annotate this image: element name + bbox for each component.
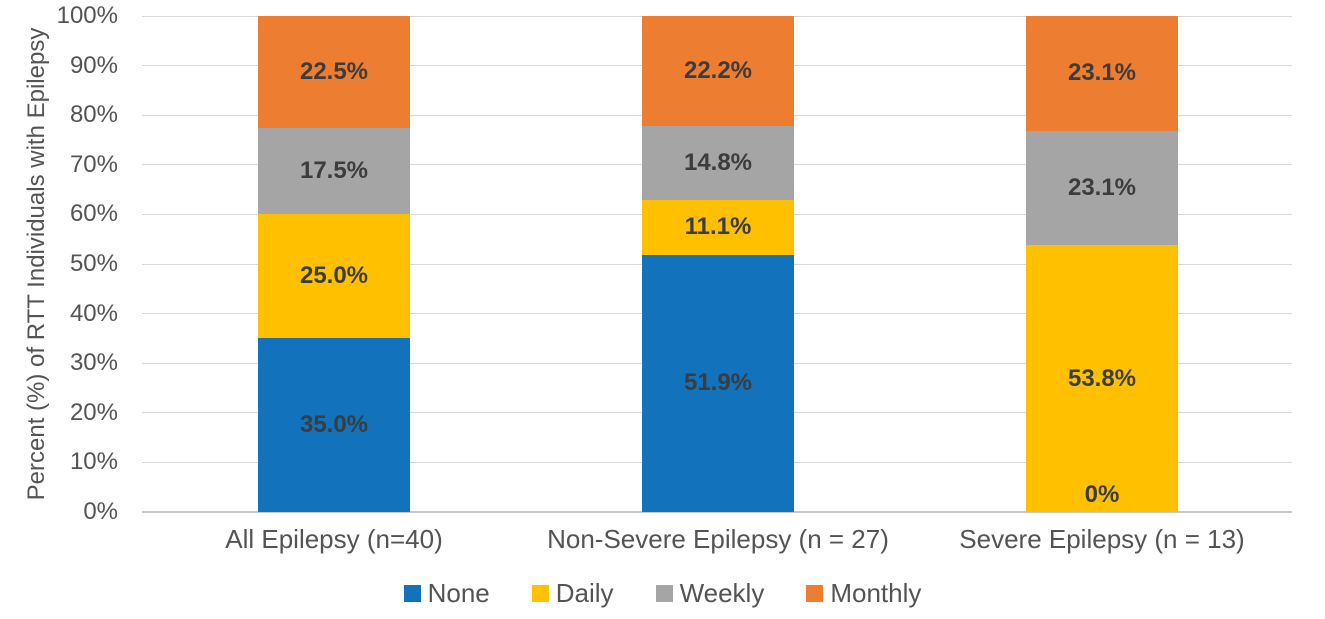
y-tick-label: 80% — [69, 101, 118, 129]
segment-label: 0% — [1084, 481, 1120, 508]
segment-label: 51.9% — [683, 369, 753, 397]
legend-item-daily: Daily — [531, 578, 614, 609]
y-tick-label: 70% — [69, 150, 118, 178]
bar: 0% 53.8% 23.1% 23.1% — [1026, 16, 1178, 512]
bar-segment-daily: 53.8% — [1026, 245, 1178, 512]
bar-segment-none: 51.9% — [642, 254, 794, 512]
segment-label: 22.5% — [299, 57, 369, 85]
legend: None Daily Weekly Monthly — [0, 578, 1325, 609]
bar-segment-weekly: 23.1% — [1026, 130, 1178, 246]
category-label: All Epilepsy (n=40) — [225, 524, 443, 554]
segment-label: 25.0% — [299, 262, 369, 290]
category-label: Severe Epilepsy (n = 13) — [959, 524, 1245, 554]
legend-label: Monthly — [830, 578, 922, 608]
segment-label: 17.5% — [299, 157, 369, 184]
gridline — [142, 511, 1292, 513]
segment-label: 35.0% — [299, 411, 369, 439]
y-tick-label: 10% — [69, 448, 118, 476]
y-tick-label: 0% — [83, 498, 118, 525]
y-tick-label: 40% — [69, 299, 118, 327]
segment-label: 14.8% — [683, 148, 753, 176]
segment-label: 23.1% — [1067, 59, 1137, 87]
gridline — [142, 15, 1292, 17]
legend-swatch-monthly — [806, 585, 824, 602]
category-label: Non-Severe Epilepsy (n = 27) — [547, 524, 889, 554]
x-axis-labels: All Epilepsy (n=40) Non-Severe Epilepsy (… — [142, 524, 1292, 558]
y-tick-label: 50% — [69, 250, 118, 277]
segment-label: 23.1% — [1067, 173, 1137, 201]
bar-segment-monthly: 22.5% — [258, 16, 410, 128]
legend-item-none: None — [403, 578, 490, 609]
bar-segment-daily: 11.1% — [642, 199, 794, 255]
bar-segment-monthly: 23.1% — [1026, 16, 1178, 131]
segment-label: 53.8% — [1067, 364, 1137, 392]
legend-item-weekly: Weekly — [655, 578, 765, 609]
y-tick-label: 90% — [69, 51, 118, 79]
legend-swatch-daily — [531, 585, 549, 602]
bar-segment-weekly: 14.8% — [642, 126, 794, 200]
segment-label: 22.2% — [683, 57, 753, 85]
legend-swatch-weekly — [655, 585, 673, 602]
bar: 35.0% 25.0% 17.5% 22.5% — [258, 16, 410, 512]
segment-label: 11.1% — [684, 213, 752, 241]
bar: 51.9% 11.1% 14.8% 22.2% — [642, 16, 794, 512]
bar-segment-monthly: 22.2% — [642, 16, 794, 127]
legend-item-monthly: Monthly — [806, 578, 921, 609]
y-tick-label: 20% — [69, 398, 118, 426]
legend-label: Weekly — [679, 578, 765, 608]
y-tick-label: 30% — [69, 349, 118, 377]
bar-segment-weekly: 17.5% — [258, 127, 410, 215]
legend-label: Daily — [555, 578, 614, 608]
plot-area: 0% 10% 20% 30% 40% 50% 60% 70% 80% 90% 100% 35.0% 25… — [57, 4, 1292, 524]
legend-label: None — [427, 578, 490, 608]
legend-swatch-none — [403, 585, 421, 602]
bar-segment-none: 35.0% — [258, 338, 410, 512]
bar-segment-daily: 25.0% — [258, 214, 410, 339]
y-tick-label: 100% — [56, 2, 118, 29]
y-tick-label: 60% — [69, 200, 118, 228]
